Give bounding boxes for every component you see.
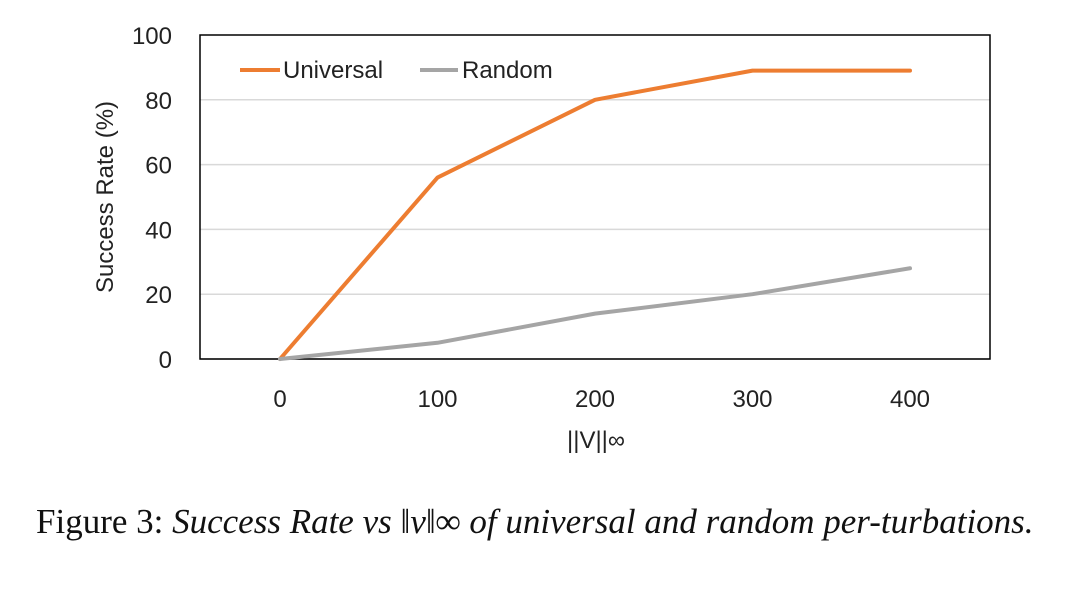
legend-label-universal: Universal <box>283 57 383 84</box>
x-tick-label: 200 <box>575 386 615 413</box>
series-lines <box>278 68 912 361</box>
y-tick-label: 0 <box>159 347 172 374</box>
x-tick-label: 0 <box>273 386 286 413</box>
y-tick-label: 20 <box>145 282 172 309</box>
y-tick-label: 100 <box>132 23 172 50</box>
y-axis-title: Success Rate (%) <box>92 101 119 293</box>
x-tick-label: 300 <box>732 386 772 413</box>
plot-area-border <box>199 34 991 360</box>
x-tick-label: 400 <box>890 386 930 413</box>
series-line-random <box>278 266 912 361</box>
legend: Universal Random <box>240 57 553 84</box>
series-line-universal <box>278 68 912 361</box>
y-tick-label: 60 <box>145 153 172 180</box>
y-tick-labels: 0 20 40 60 80 100 <box>132 23 172 374</box>
grid-lines <box>200 99 990 360</box>
figure-caption: Figure 3: Success Rate vs ‖v‖∞ of univer… <box>36 498 1046 546</box>
legend-label-random: Random <box>462 57 553 84</box>
x-axis-title: ||V||∞ <box>567 427 625 454</box>
x-tick-labels: 0 100 200 300 400 <box>273 386 930 413</box>
y-tick-label: 40 <box>145 217 172 244</box>
x-tick-label: 100 <box>417 386 457 413</box>
caption-text: Success Rate vs ‖v‖∞ of universal and ra… <box>172 502 1034 541</box>
caption-label: Figure 3: <box>36 502 164 541</box>
y-tick-label: 80 <box>145 88 172 115</box>
